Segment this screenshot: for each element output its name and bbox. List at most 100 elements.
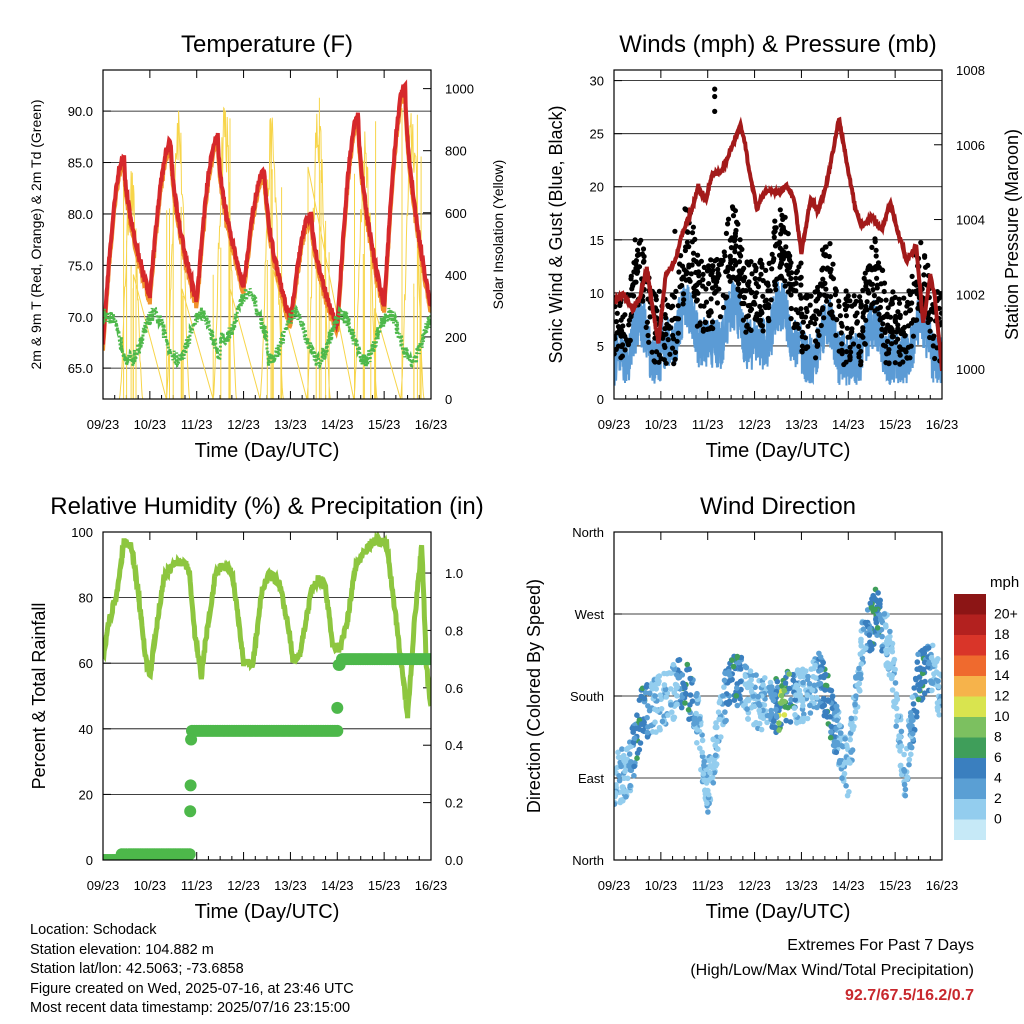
gust-point [683, 207, 689, 213]
x-tick-label: 16/23 [415, 417, 448, 432]
gust-point [615, 324, 622, 330]
direction-point [913, 676, 919, 683]
direction-point [798, 669, 804, 675]
gust-point [628, 276, 634, 282]
gust-point [839, 341, 845, 347]
gust-point [823, 286, 829, 292]
direction-point [853, 693, 859, 699]
gust-point [851, 293, 857, 299]
direction-point [893, 723, 899, 729]
direction-point [634, 712, 640, 718]
direction-point [653, 729, 659, 735]
gust-point [649, 349, 655, 355]
direction-point [848, 749, 854, 755]
gust-point [672, 349, 679, 355]
figure-created: Figure created on Wed, 2025-07-16, at 23… [30, 980, 354, 997]
gust-point [619, 343, 625, 350]
gust-point [791, 324, 797, 331]
gust-point [790, 287, 796, 293]
direction-point [627, 763, 633, 770]
plot-area [614, 86, 942, 386]
x-tick-label: 13/23 [785, 878, 818, 893]
gust-point [925, 316, 932, 322]
gust-point [793, 275, 799, 281]
gust-point [641, 258, 647, 264]
direction-point [828, 723, 834, 730]
direction-point [781, 712, 788, 718]
direction-point [847, 760, 853, 766]
direction-point [652, 719, 658, 725]
gust-point [833, 288, 839, 294]
direction-point [915, 696, 922, 703]
gust-point [882, 343, 889, 349]
legend-swatch [954, 614, 986, 635]
gust-point [618, 317, 624, 323]
gust-point [687, 278, 693, 284]
gust-point [881, 280, 888, 286]
gust-point [901, 295, 907, 301]
legend-swatch [954, 737, 986, 758]
direction-point [776, 727, 782, 733]
gust-point [747, 302, 753, 308]
gust-point [820, 265, 826, 271]
gust-point [737, 237, 743, 243]
gust-point [869, 244, 875, 250]
direction-point [847, 736, 853, 743]
direction-point [722, 709, 728, 715]
gust-point [742, 274, 748, 280]
direction-point [637, 740, 644, 746]
gust-point [700, 283, 706, 289]
direction-point [762, 675, 768, 681]
y-tick-label: North [572, 853, 604, 868]
direction-point [814, 704, 820, 711]
x-tick-label: 14/23 [832, 878, 865, 893]
y-tick-label: 60 [79, 656, 93, 671]
direction-point [894, 713, 901, 719]
y-tick-label: 5 [597, 339, 604, 354]
gust-point [903, 310, 909, 316]
direction-point [748, 688, 755, 695]
y2-tick-label: 1008 [956, 63, 985, 78]
winds-pressure-panel: Winds (mph) & Pressure (mb) Time (Day/UTC… [546, 31, 1022, 462]
gust-point [690, 250, 697, 256]
y2-tick-label: 1004 [956, 213, 985, 228]
gust-point [778, 262, 784, 268]
direction-point [833, 749, 840, 756]
gust-point [873, 253, 879, 259]
direction-point [825, 698, 832, 704]
gust-point [622, 312, 628, 318]
gust-point [864, 299, 870, 305]
gust-point [904, 303, 910, 309]
y2-tick-label: 200 [445, 330, 467, 345]
gust-point [712, 86, 718, 92]
gust-point [871, 265, 877, 271]
direction-point [734, 653, 741, 660]
direction-point [848, 715, 855, 722]
legend-label: 6 [994, 749, 1002, 765]
y-tick-label: 85.0 [68, 156, 93, 171]
recent-timestamp: Most recent data timestamp: 2025/07/16 2… [30, 1000, 351, 1016]
direction-point [662, 686, 669, 693]
gust-point [701, 264, 707, 270]
direction-point [684, 661, 691, 668]
direction-point [830, 742, 837, 749]
direction-point [714, 724, 720, 730]
direction-point [807, 702, 813, 709]
legend-swatch [954, 655, 986, 676]
direction-point [827, 714, 833, 720]
gust-point [823, 244, 829, 250]
gust-point [684, 270, 690, 276]
gust-point [773, 287, 779, 293]
gust-point [812, 289, 818, 295]
direction-point [718, 734, 724, 740]
gust-point [680, 291, 687, 297]
direction-point [806, 680, 813, 687]
direction-point [788, 696, 794, 703]
gust-point [938, 291, 942, 297]
direction-point [842, 736, 848, 742]
direction-point [730, 663, 737, 670]
gust-point [802, 314, 809, 320]
direction-point [701, 762, 707, 769]
direction-point [909, 694, 916, 700]
direction-point [626, 751, 633, 757]
